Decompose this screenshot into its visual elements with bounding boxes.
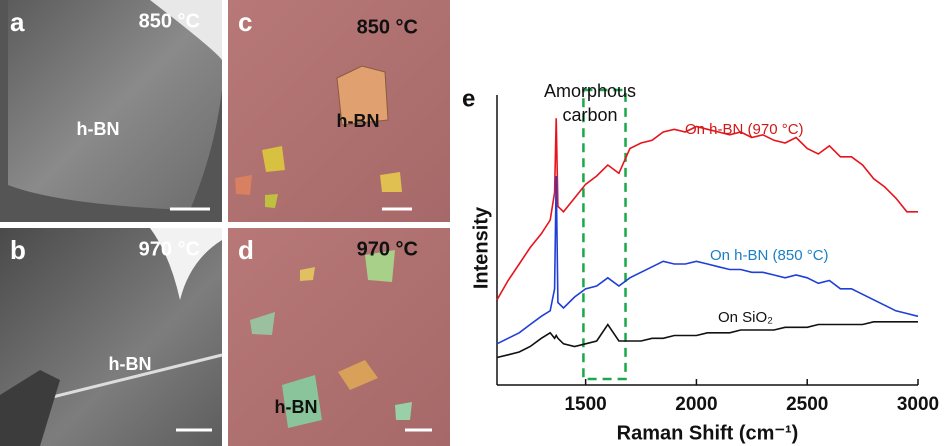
panel-label: e — [462, 85, 475, 112]
panel-label: a — [10, 7, 25, 37]
highlight-box — [582, 88, 627, 381]
temperature-label: 850 °C — [357, 16, 418, 38]
series-line — [496, 321, 918, 359]
series-line — [496, 118, 918, 301]
material-label: h-BN — [77, 119, 120, 139]
series-label: On SiO₂ — [718, 309, 773, 326]
temperature-label: 850 °C — [139, 10, 200, 32]
panel-label: c — [238, 7, 252, 37]
temperature-label: 970 °C — [139, 238, 200, 260]
x-tick-label: 2000 — [675, 394, 717, 415]
panel-images — [0, 0, 450, 446]
x-tick-label: 3000 — [897, 394, 939, 415]
x-axis-label: Raman Shift (cm⁻¹) — [617, 422, 799, 444]
x-tick-label: 1500 — [564, 394, 606, 415]
temperature-label: 970 °C — [357, 238, 418, 260]
panel-label: d — [238, 235, 254, 265]
series-line — [496, 175, 919, 345]
y-axis-label: Intensity — [470, 206, 492, 289]
material-label: h-BN — [109, 354, 152, 374]
annotation: Amorphous — [544, 81, 636, 101]
annotation: carbon — [562, 105, 617, 125]
series-label: On h-BN (970 °C) — [685, 121, 804, 138]
x-tick-label: 2500 — [786, 394, 828, 415]
series-label: On h-BN (850 °C) — [710, 247, 829, 264]
material-label: h-BN — [275, 397, 318, 417]
panel-labels: a 850 °C h-BN b 970 °C h-BN c 850 °C h-BN d 970 °C… — [10, 7, 418, 417]
material-label: h-BN — [337, 111, 380, 131]
panel-label: b — [10, 235, 26, 265]
raman-chart: e 1500 2000 2500 3000 Raman Shift (cm⁻¹) Inten… — [462, 81, 939, 445]
